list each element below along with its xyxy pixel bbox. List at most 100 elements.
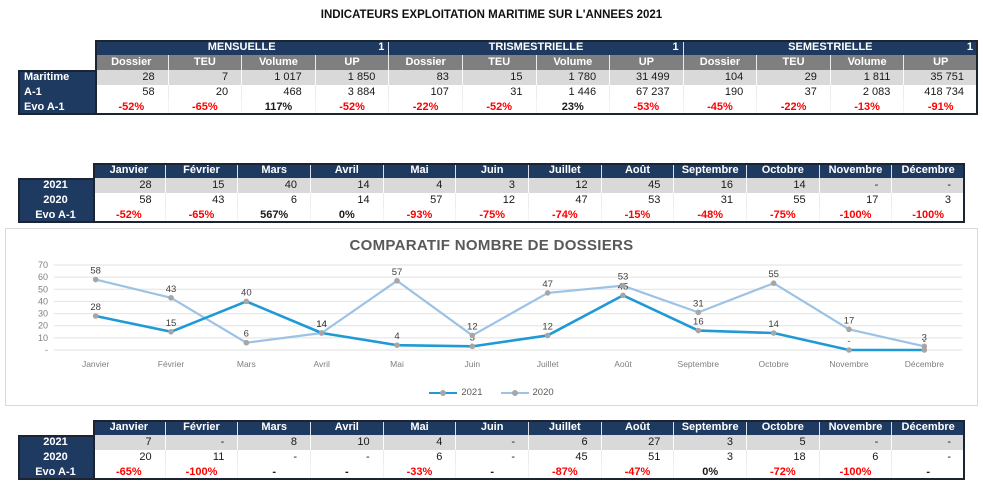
table-cell[interactable]: 104 bbox=[683, 70, 758, 85]
column-header[interactable]: Dossier bbox=[389, 55, 463, 70]
table-cell[interactable]: -13% bbox=[830, 100, 905, 115]
table-cell[interactable]: 67 237 bbox=[610, 85, 684, 100]
month-column-header[interactable]: Juin bbox=[456, 163, 529, 178]
table-cell[interactable]: 14 bbox=[310, 178, 384, 193]
table-cell[interactable]: -52% bbox=[95, 100, 169, 115]
table-cell[interactable]: -52% bbox=[315, 100, 390, 115]
table-cell[interactable]: -93% bbox=[383, 208, 457, 223]
month-column-header[interactable]: Février bbox=[165, 420, 239, 435]
table-cell[interactable]: -75% bbox=[456, 208, 529, 223]
table-cell[interactable]: 6 bbox=[238, 193, 311, 208]
table-cell[interactable]: 35 751 bbox=[904, 70, 978, 85]
row-label[interactable]: 2021 bbox=[18, 178, 93, 193]
table-cell[interactable]: 190 bbox=[683, 85, 758, 100]
table-cell[interactable]: - bbox=[892, 450, 965, 465]
month-column-header[interactable]: Mars bbox=[238, 163, 311, 178]
month-column-header[interactable]: Mars bbox=[238, 420, 311, 435]
column-header[interactable]: Volume bbox=[830, 55, 905, 70]
month-column-header[interactable]: Juillet bbox=[528, 420, 602, 435]
table-cell[interactable]: 1 850 bbox=[315, 70, 390, 85]
table-cell[interactable]: 18 bbox=[746, 450, 820, 465]
table-cell[interactable]: -87% bbox=[528, 465, 602, 480]
table-cell[interactable]: 31 bbox=[674, 193, 747, 208]
month-column-header[interactable]: Novembre bbox=[819, 163, 893, 178]
table-cell[interactable]: -48% bbox=[674, 208, 747, 223]
table-cell[interactable]: - bbox=[892, 178, 965, 193]
table-cell[interactable]: 28 bbox=[95, 70, 169, 85]
table-cell[interactable]: 58 bbox=[93, 193, 166, 208]
month-column-header[interactable]: Décembre bbox=[892, 420, 965, 435]
column-header[interactable]: TEU bbox=[168, 55, 243, 70]
table-cell[interactable]: 3 bbox=[674, 450, 747, 465]
table-cell[interactable]: 27 bbox=[601, 435, 675, 450]
table-cell[interactable]: 6 bbox=[528, 435, 602, 450]
table-cell[interactable]: -74% bbox=[528, 208, 602, 223]
table-cell[interactable]: -65% bbox=[168, 100, 243, 115]
table-cell[interactable]: 29 bbox=[757, 70, 831, 85]
table-cell[interactable]: 418 734 bbox=[904, 85, 978, 100]
table-cell[interactable]: 17 bbox=[819, 193, 893, 208]
table-cell[interactable]: 2 083 bbox=[830, 85, 905, 100]
table-cell[interactable]: 4 bbox=[383, 435, 457, 450]
table-cell[interactable]: -52% bbox=[93, 208, 166, 223]
month-column-header[interactable]: Octobre bbox=[746, 420, 820, 435]
month-column-header[interactable]: Mai bbox=[383, 163, 457, 178]
row-label[interactable]: Evo A-1 bbox=[18, 465, 93, 480]
table-cell[interactable]: 7 bbox=[93, 435, 166, 450]
table-cell[interactable]: 53 bbox=[601, 193, 675, 208]
table-cell[interactable]: 45 bbox=[528, 450, 602, 465]
table-cell[interactable]: - bbox=[892, 465, 965, 480]
table-cell[interactable]: - bbox=[456, 450, 529, 465]
table-cell[interactable]: 1 811 bbox=[830, 70, 905, 85]
table-cell[interactable]: -75% bbox=[746, 208, 820, 223]
legend-item-2020[interactable]: 2020 bbox=[500, 387, 554, 398]
table-cell[interactable]: 16 bbox=[674, 178, 747, 193]
table-cell[interactable]: -65% bbox=[93, 465, 166, 480]
month-column-header[interactable]: Juin bbox=[456, 420, 529, 435]
table-cell[interactable]: 47 bbox=[528, 193, 602, 208]
table-cell[interactable]: - bbox=[238, 465, 311, 480]
table-cell[interactable]: - bbox=[165, 435, 239, 450]
table-cell[interactable]: 10 bbox=[310, 435, 384, 450]
table-cell[interactable]: 4 bbox=[383, 178, 457, 193]
column-header[interactable]: Dossier bbox=[95, 55, 169, 70]
column-header[interactable]: TEU bbox=[462, 55, 537, 70]
table-cell[interactable]: 57 bbox=[383, 193, 457, 208]
table-cell[interactable]: 3 bbox=[674, 435, 747, 450]
month-column-header[interactable]: Août bbox=[601, 163, 675, 178]
table-cell[interactable]: 0% bbox=[310, 208, 384, 223]
section-header[interactable]: MENSUELLE 1 bbox=[95, 40, 390, 55]
column-header[interactable]: UP bbox=[315, 55, 390, 70]
table-cell[interactable]: 14 bbox=[746, 178, 820, 193]
month-column-header[interactable]: Janvier bbox=[93, 420, 166, 435]
table-cell[interactable]: 8 bbox=[238, 435, 311, 450]
table-cell[interactable]: 11 bbox=[165, 450, 239, 465]
row-label[interactable]: A-1 bbox=[18, 85, 95, 100]
column-header[interactable]: UP bbox=[904, 55, 978, 70]
section-header[interactable]: TRISMESTRIELLE 1 bbox=[389, 40, 684, 55]
table-cell[interactable]: -47% bbox=[601, 465, 675, 480]
table-cell[interactable]: 51 bbox=[601, 450, 675, 465]
row-label[interactable]: 2021 bbox=[18, 435, 93, 450]
section-header[interactable]: SEMESTRIELLE 1 bbox=[683, 40, 978, 55]
table-cell[interactable]: 3 bbox=[456, 178, 529, 193]
table-cell[interactable]: -91% bbox=[904, 100, 978, 115]
column-header[interactable]: Volume bbox=[536, 55, 611, 70]
table-cell[interactable]: 6 bbox=[383, 450, 457, 465]
legend-item-2021[interactable]: 2021 bbox=[429, 387, 483, 398]
table-cell[interactable]: 45 bbox=[601, 178, 675, 193]
table-cell[interactable]: -33% bbox=[383, 465, 457, 480]
month-column-header[interactable]: Août bbox=[601, 420, 675, 435]
table-cell[interactable]: 28 bbox=[93, 178, 166, 193]
table-cell[interactable]: 14 bbox=[310, 193, 384, 208]
table-cell[interactable]: 12 bbox=[528, 178, 602, 193]
table-cell[interactable]: -52% bbox=[462, 100, 537, 115]
table-cell[interactable]: -22% bbox=[757, 100, 831, 115]
month-column-header[interactable]: Septembre bbox=[674, 163, 747, 178]
table-cell[interactable]: 3 884 bbox=[315, 85, 390, 100]
month-column-header[interactable]: Novembre bbox=[819, 420, 893, 435]
table-cell[interactable]: 43 bbox=[165, 193, 239, 208]
table-cell[interactable]: 40 bbox=[238, 178, 311, 193]
chart[interactable]: COMPARATIF NOMBRE DE DOSSIERS - 10 20 30 40 5… bbox=[5, 228, 978, 406]
table-cell[interactable]: 567% bbox=[238, 208, 311, 223]
